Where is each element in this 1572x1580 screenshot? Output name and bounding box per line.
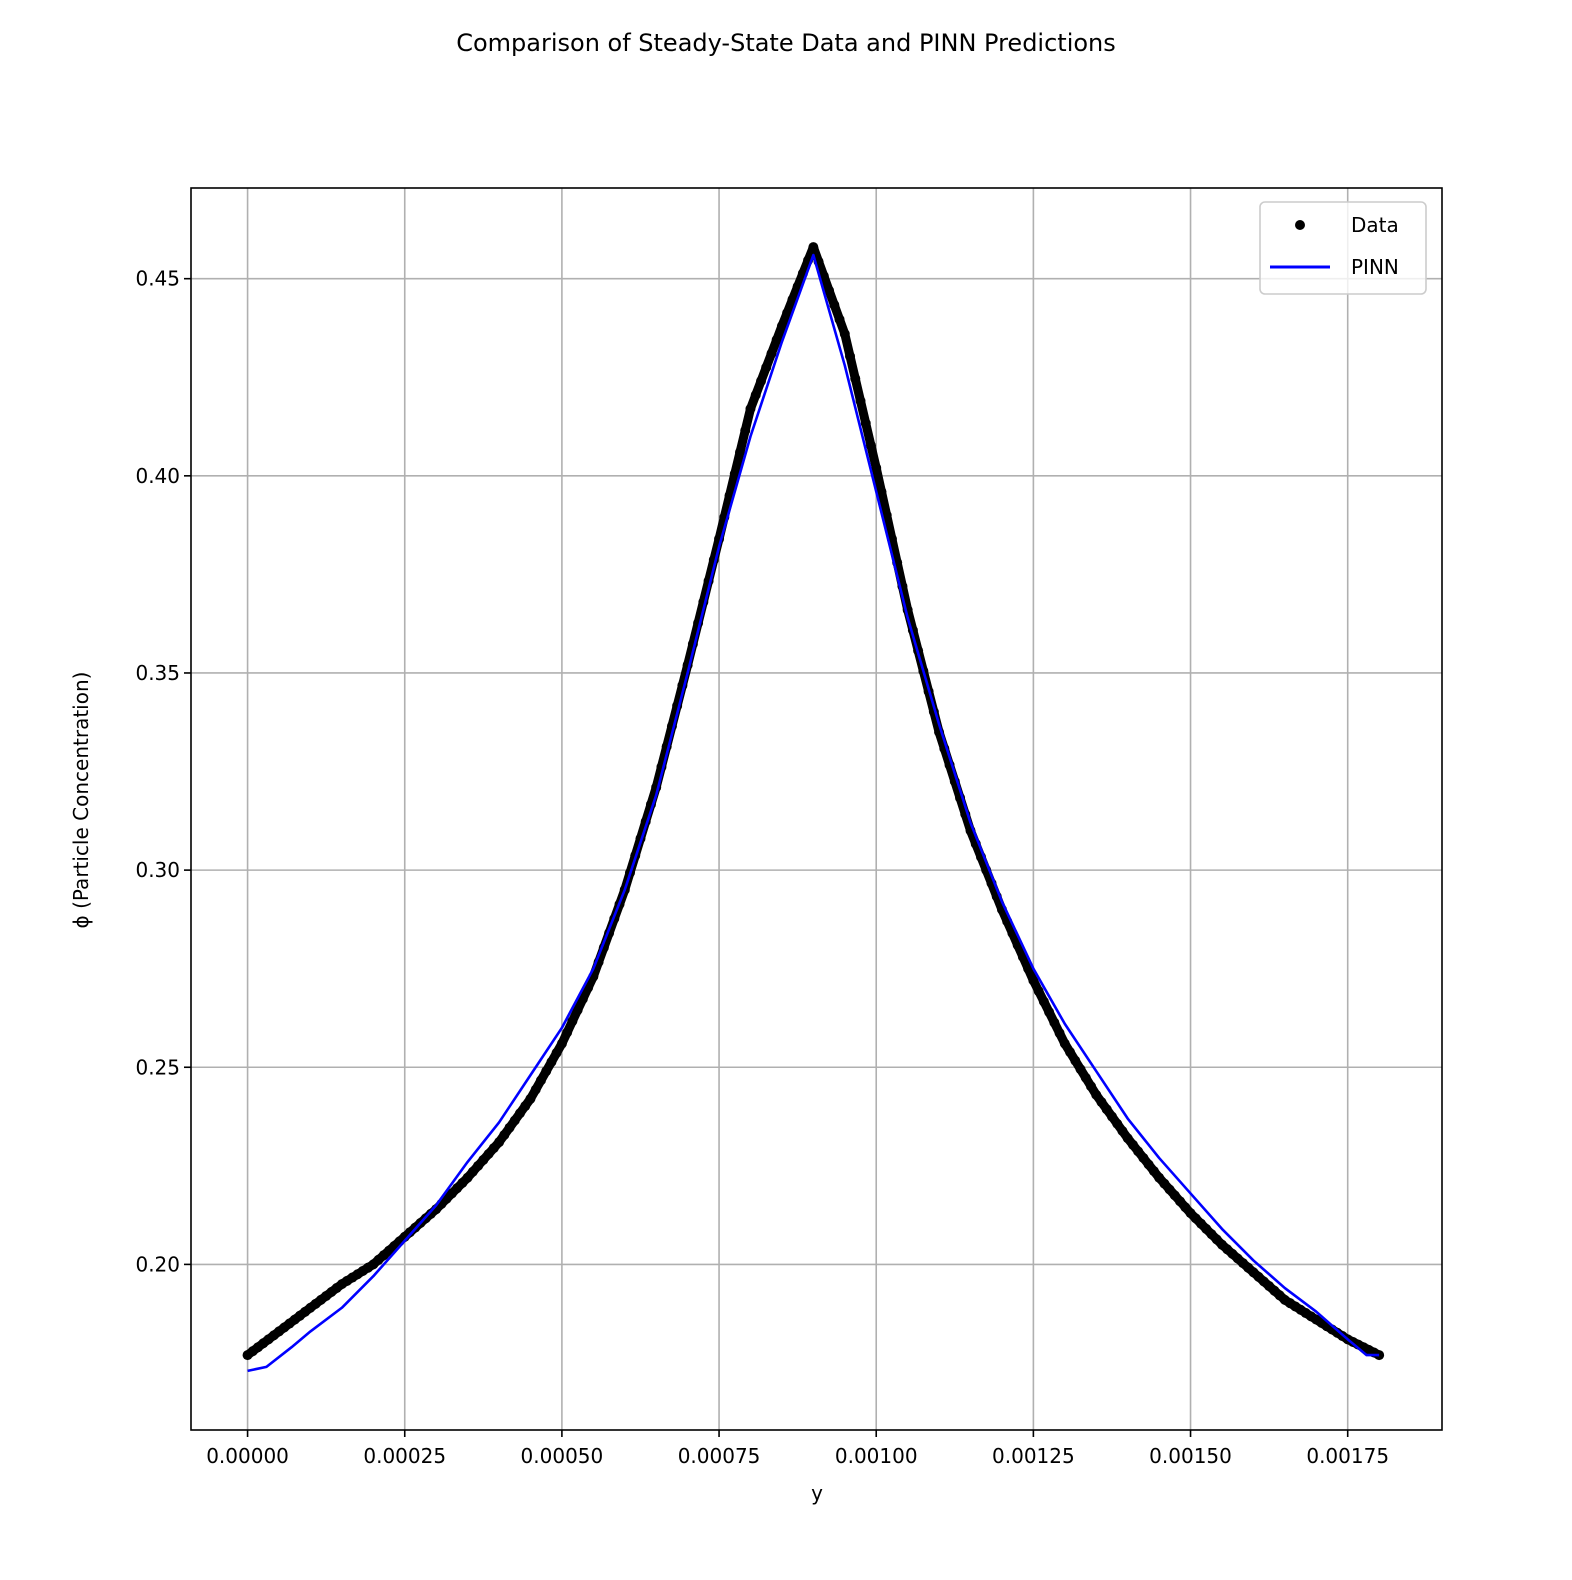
data-point bbox=[745, 403, 756, 414]
data-point bbox=[1054, 1028, 1065, 1039]
data-point bbox=[834, 314, 845, 325]
y-tick-label: 0.30 bbox=[135, 858, 180, 882]
plot-layer bbox=[242, 242, 1385, 1373]
legend-data-marker bbox=[1295, 220, 1305, 230]
data-point bbox=[845, 351, 856, 362]
data-point bbox=[1028, 975, 1039, 986]
x-tick-label: 0.00075 bbox=[678, 1444, 761, 1468]
data-point bbox=[850, 373, 861, 384]
data-point bbox=[865, 440, 876, 451]
data-point bbox=[761, 362, 772, 373]
data-point bbox=[1044, 1007, 1055, 1018]
data-point bbox=[1033, 986, 1044, 997]
data-point bbox=[871, 462, 882, 473]
y-tick-label: 0.40 bbox=[135, 464, 180, 488]
y-tick-label: 0.35 bbox=[135, 661, 180, 685]
data-point bbox=[1070, 1055, 1081, 1066]
data-point bbox=[808, 242, 819, 253]
data-point bbox=[1080, 1072, 1091, 1083]
x-tick-label: 0.00175 bbox=[1306, 1444, 1389, 1468]
data-point bbox=[876, 486, 887, 497]
pinn-series-line bbox=[247, 253, 1380, 1373]
ticks-layer: 0.00000 0.00025 0.00050 0.00075 0.00100 0.001… bbox=[135, 267, 1389, 1468]
data-point bbox=[556, 1038, 567, 1049]
x-tick-label: 0.00050 bbox=[521, 1444, 604, 1468]
axes-frame bbox=[190, 187, 1443, 1431]
data-point bbox=[1091, 1089, 1102, 1100]
data-point bbox=[881, 510, 892, 521]
data-point bbox=[829, 299, 840, 310]
data-point bbox=[735, 447, 746, 458]
data-point bbox=[766, 348, 777, 359]
legend-box bbox=[1259, 201, 1427, 295]
data-point bbox=[729, 468, 740, 479]
data-point bbox=[1065, 1047, 1076, 1058]
data-point bbox=[1106, 1111, 1117, 1122]
data-point bbox=[572, 1005, 583, 1016]
data-point bbox=[750, 390, 761, 400]
legend-data-label: Data bbox=[1351, 213, 1399, 237]
data-point bbox=[499, 1129, 510, 1140]
data-point bbox=[525, 1093, 536, 1104]
x-tick-label: 0.00000 bbox=[206, 1444, 289, 1468]
y-tick-label: 0.45 bbox=[135, 267, 180, 291]
x-axis-label: y bbox=[811, 1481, 823, 1505]
data-series-band bbox=[243, 242, 1384, 1360]
data-point bbox=[1049, 1017, 1060, 1028]
data-point bbox=[1096, 1097, 1107, 1108]
grid-layer bbox=[191, 188, 1442, 1430]
data-point bbox=[1038, 996, 1049, 1007]
data-point bbox=[567, 1016, 578, 1027]
data-point bbox=[541, 1066, 552, 1077]
data-point bbox=[546, 1057, 557, 1067]
legend-pinn-label: PINN bbox=[1351, 255, 1399, 279]
data-point bbox=[530, 1084, 541, 1095]
data-point bbox=[1023, 963, 1034, 974]
data-point bbox=[520, 1101, 531, 1112]
data-point bbox=[514, 1108, 525, 1119]
y-tick-label: 0.20 bbox=[135, 1252, 180, 1276]
data-point bbox=[562, 1027, 573, 1038]
data-point bbox=[776, 321, 787, 331]
x-tick-label: 0.00025 bbox=[363, 1444, 446, 1468]
data-point bbox=[1075, 1064, 1086, 1075]
data-point bbox=[1086, 1081, 1097, 1092]
data-point bbox=[824, 285, 835, 296]
data-point bbox=[860, 418, 871, 429]
data-point bbox=[535, 1075, 546, 1086]
x-tick-label: 0.00150 bbox=[1149, 1444, 1232, 1468]
data-point bbox=[740, 425, 751, 436]
y-tick-label: 0.25 bbox=[135, 1055, 180, 1079]
data-point bbox=[1101, 1104, 1112, 1115]
data-point bbox=[855, 395, 866, 406]
data-point bbox=[577, 993, 588, 1004]
data-point bbox=[1117, 1126, 1128, 1136]
chart-title: Comparison of Steady-State Data and PINN… bbox=[456, 29, 1116, 57]
data-point bbox=[771, 334, 782, 345]
data-point bbox=[839, 328, 850, 339]
data-point bbox=[755, 376, 766, 387]
y-axis-label: ϕ (Particle Concentration) bbox=[69, 672, 93, 929]
x-tick-label: 0.00125 bbox=[992, 1444, 1075, 1468]
data-point bbox=[509, 1115, 520, 1126]
data-point bbox=[782, 307, 793, 318]
data-point bbox=[1059, 1038, 1070, 1049]
data-point bbox=[504, 1122, 515, 1133]
x-tick-label: 0.00100 bbox=[835, 1444, 918, 1468]
data-point bbox=[494, 1137, 505, 1148]
data-point bbox=[1112, 1118, 1123, 1129]
data-point bbox=[551, 1047, 562, 1058]
legend: Data PINN bbox=[1259, 201, 1427, 295]
